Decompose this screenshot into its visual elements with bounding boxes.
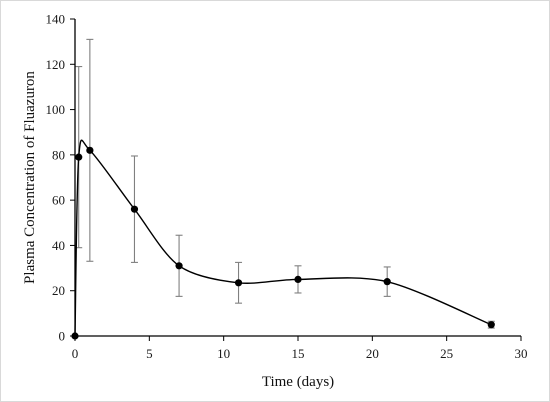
y-tick-label: 20 — [52, 283, 65, 298]
y-axis-ticks: 0 20 40 60 80 100 120 140 — [46, 12, 75, 344]
x-tick-label: 15 — [292, 346, 305, 361]
x-axis-title: Time (days) — [262, 374, 334, 390]
series-line — [74, 139, 492, 337]
x-tick-label: 0 — [72, 346, 79, 361]
y-tick-label: 140 — [46, 12, 66, 27]
y-tick-label: 120 — [46, 57, 66, 72]
y-tick-label: 100 — [46, 102, 66, 117]
y-tick-label: 0 — [59, 329, 66, 344]
data-markers — [71, 146, 495, 340]
data-point — [75, 153, 83, 161]
data-point — [71, 332, 79, 340]
y-tick-label: 40 — [52, 238, 65, 253]
x-tick-label: 30 — [515, 346, 528, 361]
data-point — [130, 205, 139, 213]
x-tick-label: 25 — [440, 346, 453, 361]
y-tick-label: 80 — [52, 147, 65, 162]
data-point — [86, 146, 94, 154]
error-bars — [75, 38, 495, 329]
x-tick-label: 10 — [217, 346, 230, 361]
data-point — [234, 279, 243, 287]
y-axis-title: Plasma Concentration of Fluazuron — [22, 71, 38, 284]
x-tick-label: 20 — [366, 346, 379, 361]
x-tick-label: 5 — [146, 346, 153, 361]
data-point — [487, 321, 495, 329]
x-axis-ticks: 0 5 10 15 20 25 30 — [72, 336, 528, 361]
data-point — [294, 275, 302, 283]
data-point — [175, 262, 183, 270]
y-tick-label: 60 — [52, 193, 65, 208]
data-point — [383, 278, 391, 286]
